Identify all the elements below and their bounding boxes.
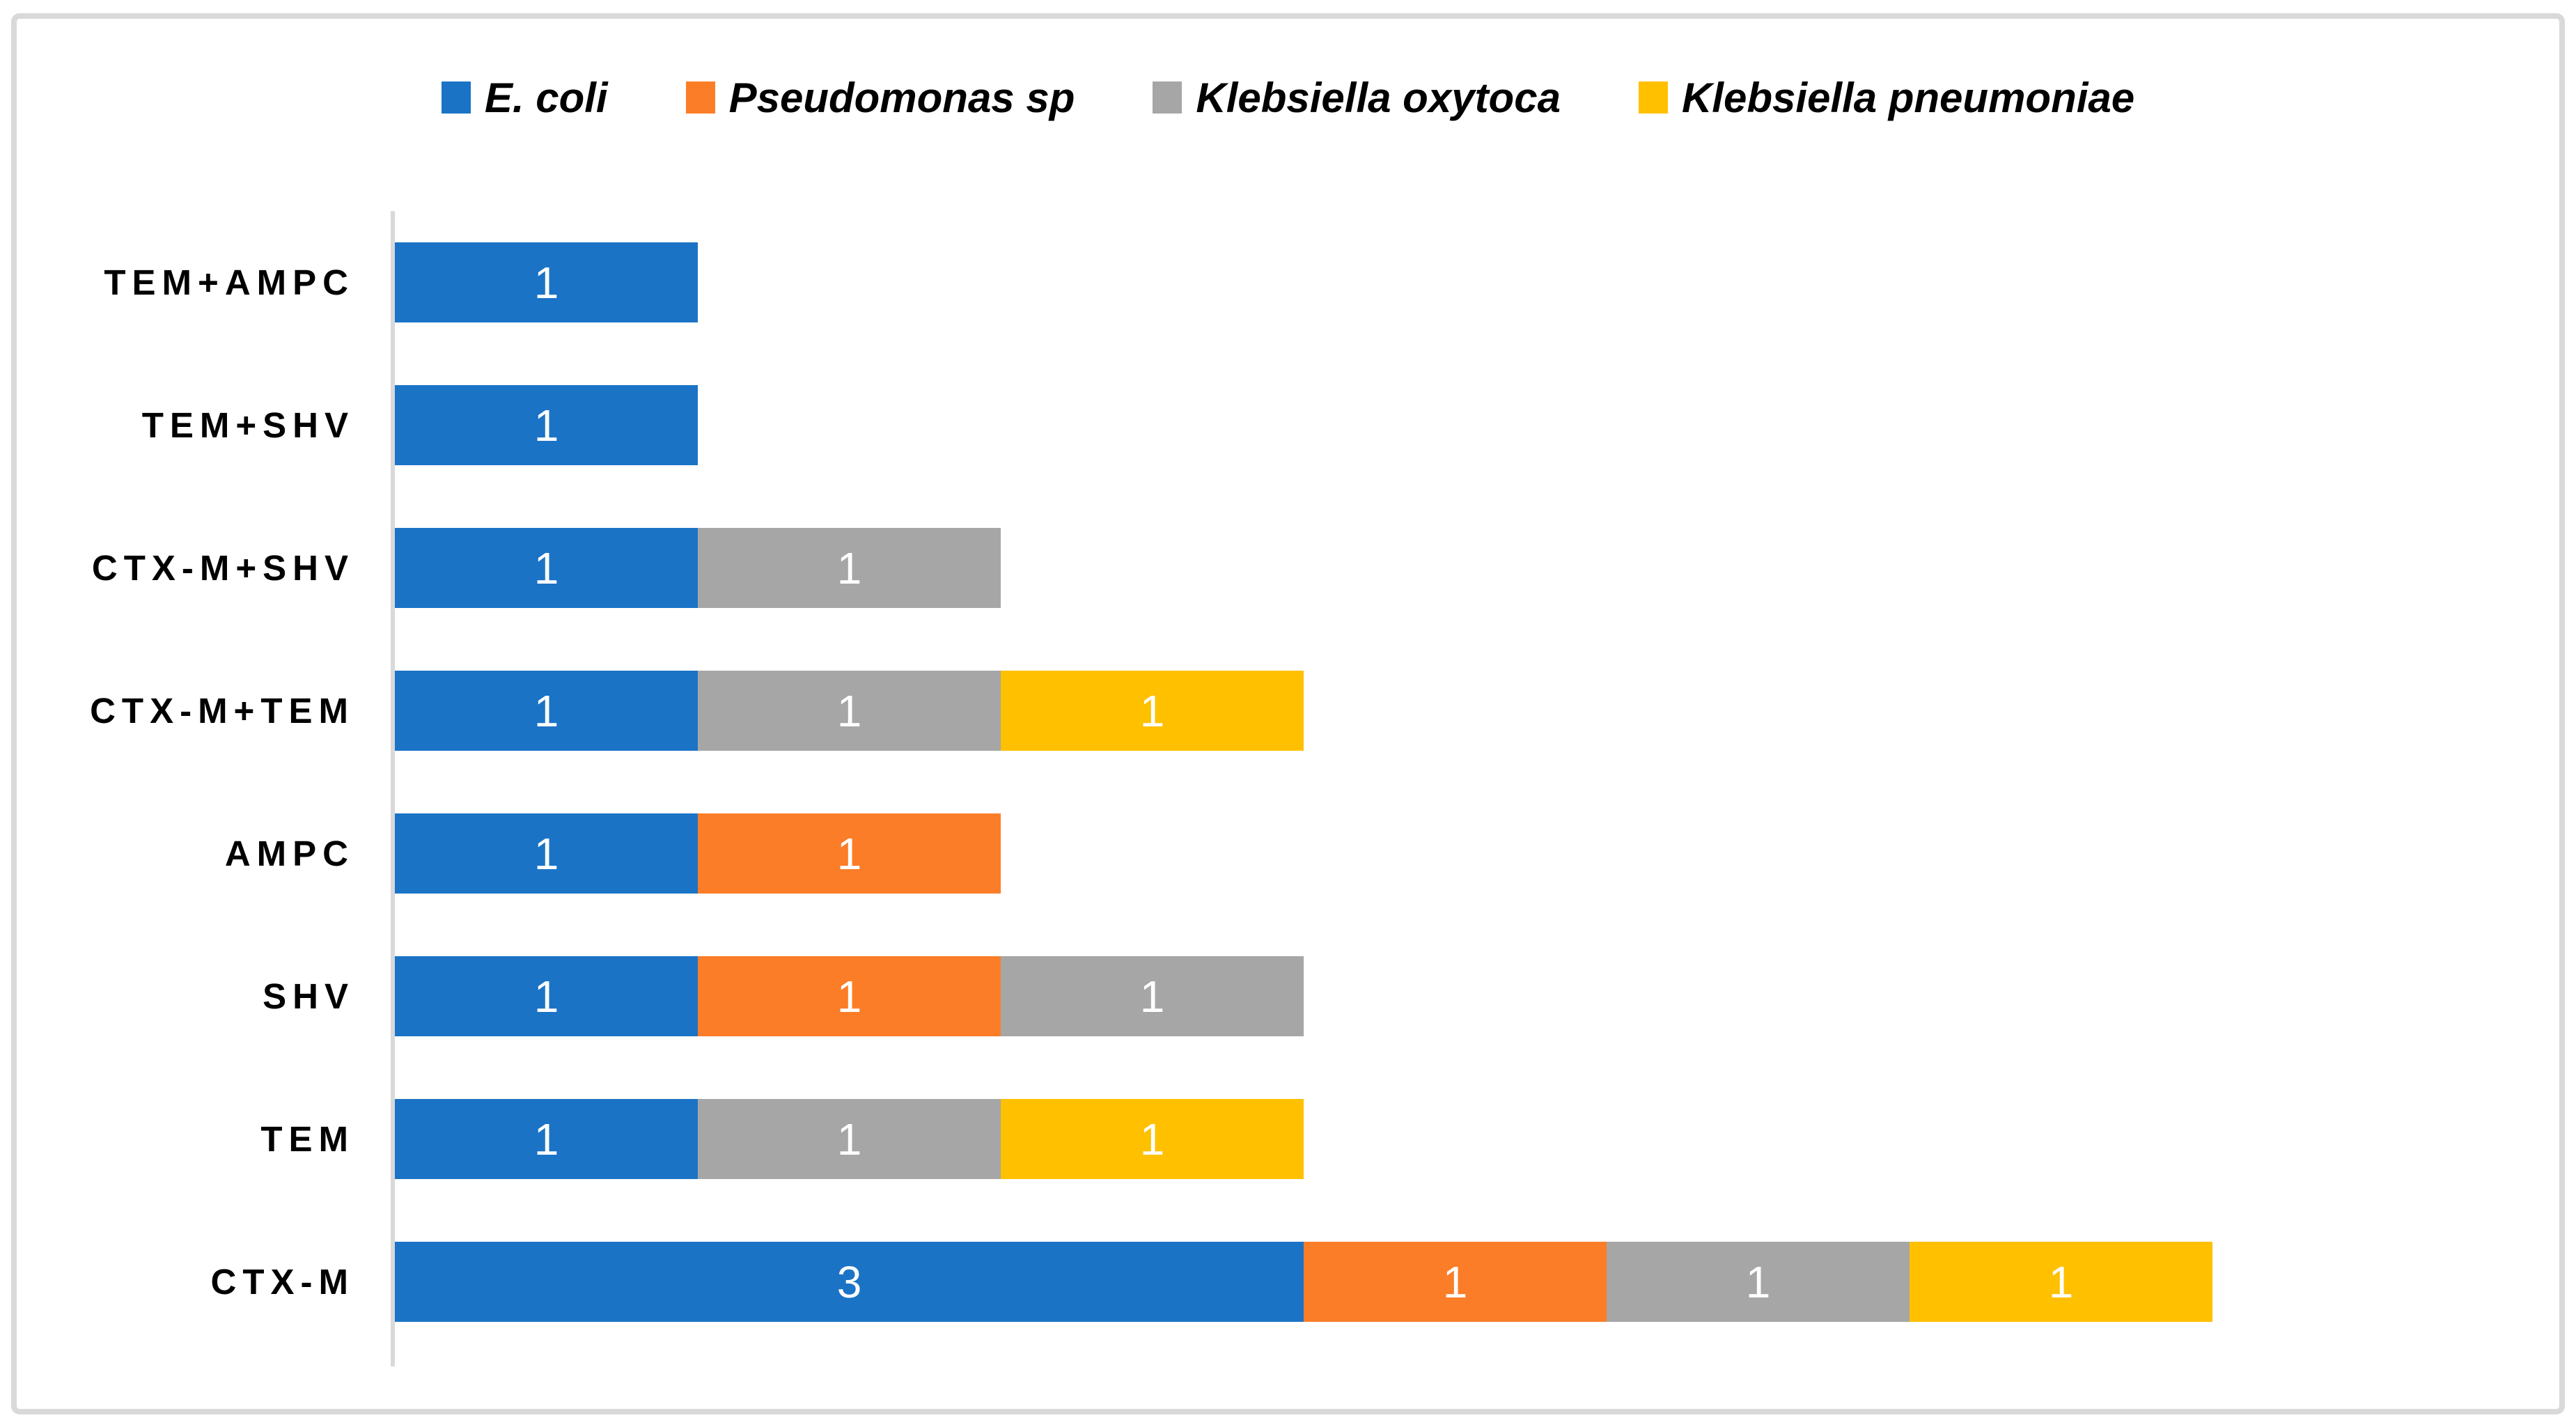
bar-segment-klebsiella-pneumoniae: 1 [1001, 1099, 1304, 1179]
chart-row-tem: TEM 1 1 1 [0, 1068, 2576, 1210]
stacked-bar: 1 1 1 [395, 956, 1304, 1036]
bar-segment-pseudomonas-sp: 1 [698, 813, 1001, 894]
legend-item-e-coli: E. coli [441, 74, 608, 122]
stacked-bar: 3 1 1 1 [395, 1242, 2212, 1322]
bar-segment-klebsiella-oxytoca: 1 [1001, 956, 1304, 1036]
y-axis-line [391, 211, 395, 1366]
bar-value-label: 1 [1139, 971, 1165, 1022]
legend-item-klebsiella-pneumoniae: Klebsiella pneumoniae [1638, 74, 2135, 122]
bar-segment-e-coli: 3 [395, 1242, 1304, 1322]
bar-segment-e-coli: 1 [395, 671, 698, 751]
chart-row-shv: SHV 1 1 1 [0, 925, 2576, 1068]
bar-value-label: 1 [1139, 1114, 1165, 1164]
chart-row-ctx-m-tem: CTX-M+TEM 1 1 1 [0, 639, 2576, 782]
legend-item-pseudomonas-sp: Pseudomonas sp [685, 74, 1075, 122]
legend: E. coli Pseudomonas sp Klebsiella oxytoca K… [0, 64, 2576, 131]
bar-rows: TEM+AMPC 1 TEM+SHV 1 CTX-M+SHV 1 1 CTX-M+TEM 1 1 1… [0, 211, 2576, 1353]
bar-segment-klebsiella-oxytoca: 1 [1607, 1242, 1910, 1322]
chart-row-tem-ampc: TEM+AMPC 1 [0, 211, 2576, 354]
bar-segment-klebsiella-oxytoca: 1 [698, 528, 1001, 608]
stacked-bar: 1 [395, 385, 698, 465]
legend-swatch-icon [1638, 81, 1668, 114]
bar-segment-e-coli: 1 [395, 242, 698, 322]
bar-value-label: 1 [1745, 1256, 1771, 1307]
bar-value-label: 1 [533, 1114, 559, 1164]
category-label: AMPC [224, 834, 354, 873]
category-label: CTX-M [210, 1262, 354, 1302]
bar-value-label: 1 [533, 543, 559, 593]
category-label: TEM+AMPC [104, 263, 354, 302]
legend-label: Klebsiella oxytoca [1196, 74, 1561, 121]
chart-row-ampc: AMPC 1 1 [0, 782, 2576, 925]
stacked-bar: 1 1 1 [395, 1099, 1304, 1179]
chart-row-ctx-m: CTX-M 3 1 1 1 [0, 1210, 2576, 1353]
bar-value-label: 1 [836, 685, 862, 736]
bar-value-label: 1 [533, 828, 559, 879]
bar-segment-e-coli: 1 [395, 385, 698, 465]
legend-label: Pseudomonas sp [728, 74, 1075, 121]
bar-value-label: 1 [836, 828, 862, 879]
category-label: SHV [263, 976, 354, 1016]
legend-swatch-icon [685, 81, 715, 114]
bar-value-label: 1 [836, 543, 862, 593]
chart-row-tem-shv: TEM+SHV 1 [0, 354, 2576, 497]
bar-segment-e-coli: 1 [395, 1099, 698, 1179]
bar-value-label: 1 [836, 1114, 862, 1164]
bar-value-label: 1 [533, 971, 559, 1022]
stacked-bar: 1 [395, 242, 698, 322]
category-label: CTX-M+TEM [90, 691, 354, 731]
bar-segment-e-coli: 1 [395, 956, 698, 1036]
bar-segment-pseudomonas-sp: 1 [1304, 1242, 1607, 1322]
bar-segment-klebsiella-oxytoca: 1 [698, 1099, 1001, 1179]
category-label: CTX-M+SHV [91, 548, 354, 588]
bar-value-label: 1 [836, 971, 862, 1022]
bar-segment-klebsiella-oxytoca: 1 [698, 671, 1001, 751]
stacked-bar: 1 1 1 [395, 671, 1304, 751]
bar-value-label: 1 [533, 400, 559, 451]
bar-value-label: 1 [2048, 1256, 2074, 1307]
bar-value-label: 1 [533, 257, 559, 308]
bar-segment-e-coli: 1 [395, 528, 698, 608]
legend-label: Klebsiella pneumoniae [1681, 74, 2135, 121]
legend-swatch-icon [441, 81, 471, 114]
bar-segment-klebsiella-pneumoniae: 1 [1910, 1242, 2212, 1322]
bar-segment-e-coli: 1 [395, 813, 698, 894]
category-label: TEM+SHV [141, 405, 354, 445]
bar-value-label: 1 [1139, 685, 1165, 736]
bar-value-label: 1 [1442, 1256, 1468, 1307]
bar-segment-pseudomonas-sp: 1 [698, 956, 1001, 1036]
legend-item-klebsiella-oxytoca: Klebsiella oxytoca [1153, 74, 1561, 122]
legend-label: E. coli [484, 74, 608, 121]
bar-value-label: 3 [836, 1256, 862, 1307]
bar-value-label: 1 [533, 685, 559, 736]
category-label: TEM [260, 1119, 354, 1159]
bar-segment-klebsiella-pneumoniae: 1 [1001, 671, 1304, 751]
chart-row-ctx-m-shv: CTX-M+SHV 1 1 [0, 497, 2576, 639]
legend-swatch-icon [1153, 81, 1182, 114]
